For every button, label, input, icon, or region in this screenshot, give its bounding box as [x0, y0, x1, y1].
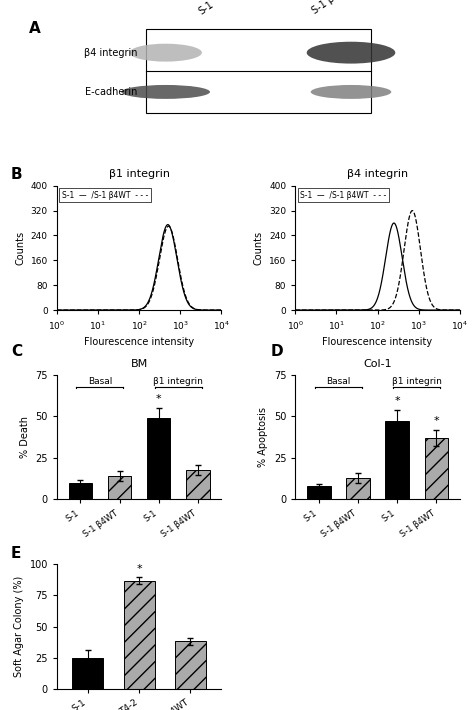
Text: *: * [137, 564, 142, 574]
Line: S-1: S-1 [57, 224, 221, 310]
Ellipse shape [129, 44, 202, 62]
Bar [73, 657, 103, 689]
Ellipse shape [310, 85, 391, 99]
/S-1 β4WT [219, 306, 224, 315]
Text: β1 integrin: β1 integrin [153, 377, 203, 386]
Bar [385, 422, 409, 499]
/S-1 β4WT [301, 306, 307, 315]
Text: Basal: Basal [88, 377, 112, 386]
/S-1 β4WT [457, 306, 463, 315]
Text: β4 integrin: β4 integrin [84, 48, 137, 58]
Bar [124, 581, 155, 689]
Bar [307, 486, 330, 499]
/S-1 β4WT [452, 306, 458, 315]
/S-1 β4WT [134, 305, 140, 314]
Bar [425, 438, 448, 499]
Text: *: * [156, 394, 162, 404]
Bar [175, 641, 206, 689]
Bar [147, 418, 171, 499]
Y-axis label: Counts: Counts [254, 231, 264, 265]
Text: C: C [11, 344, 22, 359]
S-1 [391, 219, 397, 227]
/S-1 β4WT [214, 306, 219, 315]
Text: S-1 β4WT: S-1 β4WT [310, 0, 354, 16]
X-axis label: Flourescence intensity: Flourescence intensity [322, 337, 433, 347]
S-1 [292, 306, 298, 315]
Title: β4 integrin: β4 integrin [347, 170, 408, 180]
Bar [186, 469, 210, 499]
/S-1 β4WT [373, 306, 378, 315]
Text: S-1  —  /S-1 β4WT  - - -: S-1 — /S-1 β4WT - - - [62, 191, 148, 200]
Text: B: B [11, 167, 22, 182]
/S-1 β4WT [368, 306, 374, 315]
/S-1 β4WT [452, 306, 458, 315]
/S-1 β4WT [63, 306, 68, 315]
Title: BM: BM [130, 359, 148, 368]
Text: *: * [394, 395, 400, 405]
S-1 [54, 306, 60, 315]
S-1 [63, 306, 68, 315]
S-1 [301, 306, 307, 315]
/S-1 β4WT [410, 207, 415, 215]
/S-1 β4WT [129, 306, 135, 315]
Text: *: * [434, 415, 439, 425]
Line: /S-1 β4WT: /S-1 β4WT [57, 226, 221, 310]
S-1 [214, 306, 219, 315]
S-1 [373, 299, 378, 307]
Text: β1 integrin: β1 integrin [392, 377, 442, 386]
S-1 [129, 306, 135, 315]
Text: S-1: S-1 [197, 0, 216, 16]
S-1 [219, 306, 224, 315]
S-1 [183, 295, 189, 304]
Text: E-cadherin: E-cadherin [85, 87, 137, 97]
Bar [69, 483, 92, 499]
Y-axis label: % Death: % Death [20, 416, 30, 458]
/S-1 β4WT [214, 306, 219, 315]
S-1 [165, 220, 171, 229]
S-1 [452, 306, 458, 315]
Text: A: A [28, 21, 40, 36]
Bar [108, 476, 131, 499]
Text: S-1  —  /S-1 β4WT  - - -: S-1 — /S-1 β4WT - - - [300, 191, 386, 200]
Line: /S-1 β4WT: /S-1 β4WT [295, 211, 460, 310]
/S-1 β4WT [54, 306, 60, 315]
S-1 [368, 304, 374, 312]
Text: Basal: Basal [326, 377, 351, 386]
/S-1 β4WT [292, 306, 298, 315]
Text: D: D [271, 344, 283, 359]
Bar [346, 478, 370, 499]
Ellipse shape [307, 42, 395, 64]
Line: S-1: S-1 [295, 223, 460, 310]
Title: Col-1: Col-1 [363, 359, 392, 368]
Title: β1 integrin: β1 integrin [109, 170, 170, 180]
Y-axis label: Soft Agar Colony (%): Soft Agar Colony (%) [14, 576, 24, 677]
Ellipse shape [121, 85, 210, 99]
/S-1 β4WT [422, 275, 428, 283]
Y-axis label: % Apoptosis: % Apoptosis [258, 408, 268, 467]
/S-1 β4WT [183, 294, 189, 302]
S-1 [214, 306, 219, 315]
S-1 [134, 305, 140, 314]
Y-axis label: Counts: Counts [15, 231, 25, 265]
S-1 [422, 306, 428, 315]
Bar [146, 29, 371, 113]
S-1 [452, 306, 458, 315]
Text: E: E [11, 546, 21, 561]
S-1 [457, 306, 463, 315]
X-axis label: Flourescence intensity: Flourescence intensity [84, 337, 194, 347]
/S-1 β4WT [166, 222, 172, 231]
